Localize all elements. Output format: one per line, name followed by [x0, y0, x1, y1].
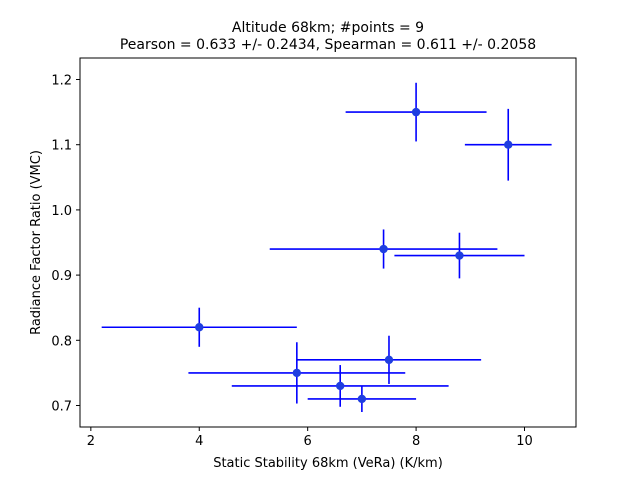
data-point: [357, 394, 367, 404]
data-point: [411, 107, 421, 117]
x-tick-label: 4: [195, 434, 203, 449]
data-point: [335, 381, 345, 391]
y-axis-label: Radiance Factor Ratio (VMC): [29, 150, 44, 335]
data-point: [455, 251, 464, 260]
x-tick-label: 8: [412, 434, 420, 449]
data-point: [292, 368, 302, 378]
data-point: [504, 140, 513, 149]
data-series: [101, 82, 552, 413]
chart-title-line2: Pearson = 0.633 +/- 0.2434, Spearman = 0…: [120, 37, 536, 53]
axis-ticks: 2 4 6 8 10 0.7 0.8 0.9 1.0 1.1 1.2: [51, 74, 532, 449]
y-tick-label: 1.2: [51, 74, 72, 89]
y-tick-label: 1.1: [51, 139, 72, 154]
data-point: [379, 244, 388, 254]
data-point: [384, 355, 394, 365]
x-tick-label: 2: [87, 434, 95, 449]
y-tick-label: 1.0: [51, 204, 72, 219]
x-tick-label: 10: [516, 434, 533, 449]
chart-title-line1: Altitude 68km; #points = 9: [232, 20, 424, 36]
data-point: [195, 323, 204, 332]
plot-area-frame: [79, 57, 577, 428]
x-tick-label: 6: [304, 434, 312, 449]
y-tick-label: 0.9: [51, 269, 72, 284]
y-tick-label: 0.8: [51, 334, 72, 349]
y-tick-label: 0.7: [51, 399, 72, 414]
x-axis-label: Static Stability 68km (VeRa) (K/km): [213, 456, 443, 471]
